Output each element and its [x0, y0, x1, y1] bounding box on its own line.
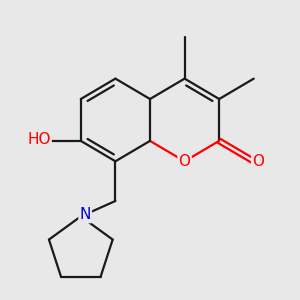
Text: HO: HO: [27, 132, 51, 147]
Text: O: O: [178, 154, 190, 169]
Text: O: O: [252, 154, 264, 169]
Text: N: N: [80, 207, 91, 222]
